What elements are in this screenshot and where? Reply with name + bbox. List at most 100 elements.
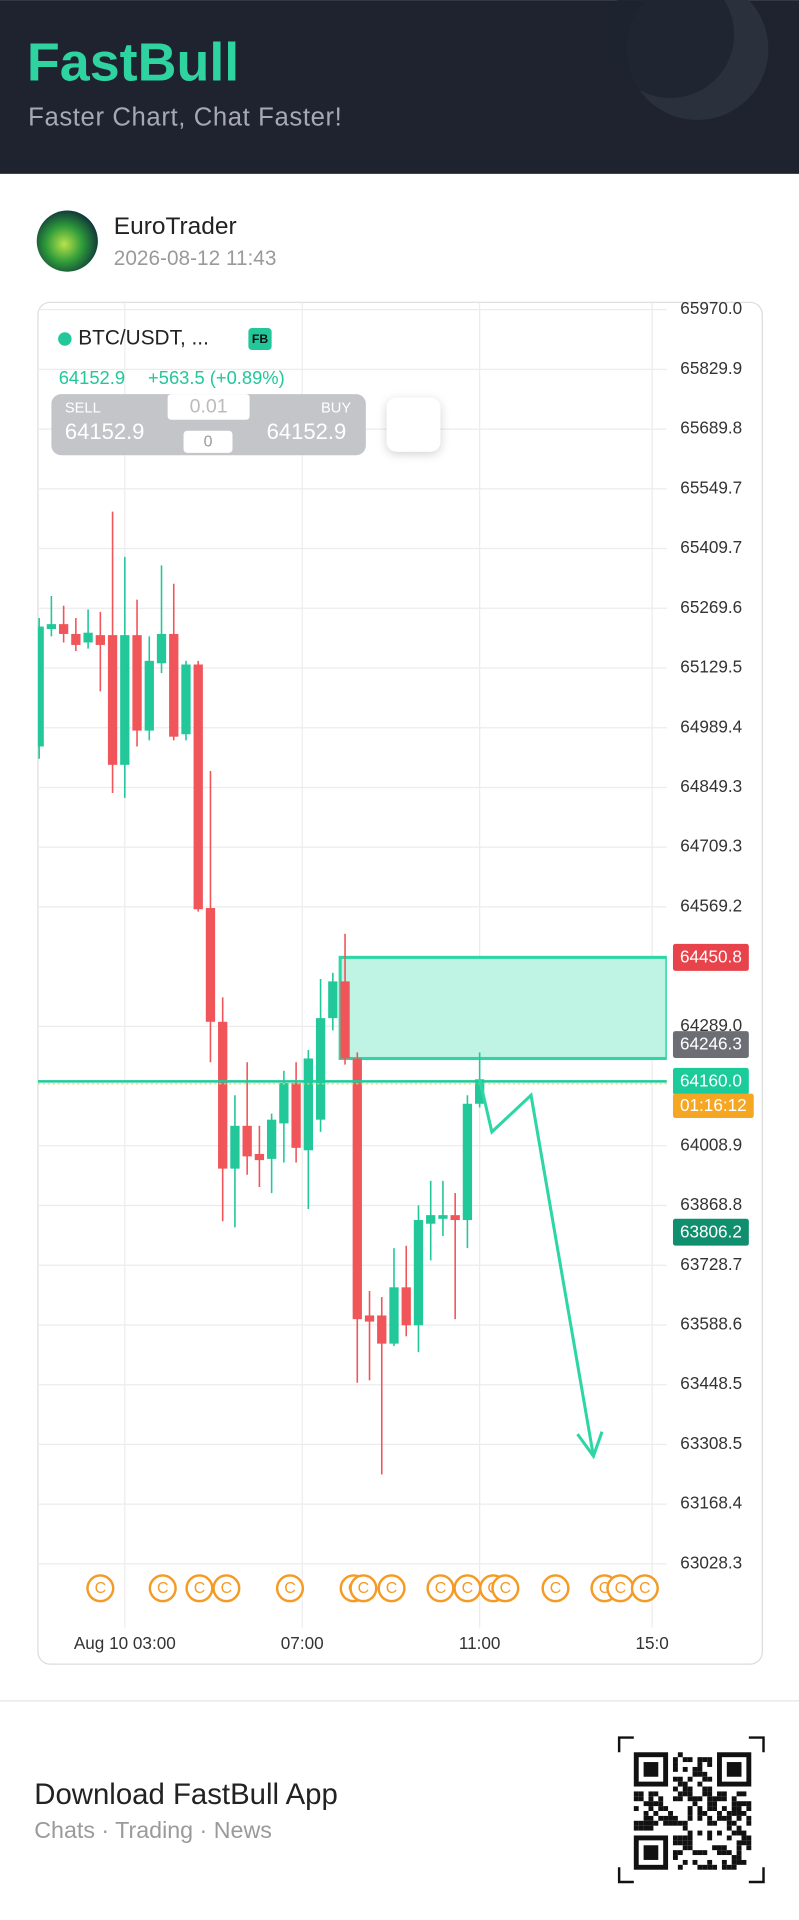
qr-module xyxy=(717,1815,722,1821)
candle-body xyxy=(315,1018,326,1120)
qr-module xyxy=(717,1850,722,1856)
qr-module xyxy=(643,1825,649,1831)
y-tick-label: 64709.3 xyxy=(680,836,742,856)
y-tick-label: 65829.9 xyxy=(680,358,742,378)
y-tick-label: 64569.2 xyxy=(680,895,742,915)
qr-module xyxy=(731,1806,737,1812)
buy-label[interactable]: BUY xyxy=(321,401,351,417)
event-marker xyxy=(349,1574,378,1603)
candle-body xyxy=(169,633,179,737)
countdown-bg xyxy=(672,1093,754,1119)
qr-module xyxy=(692,1771,698,1777)
qr-module xyxy=(721,1791,727,1797)
buy-price[interactable]: 64152.9 xyxy=(267,419,347,444)
qr-module xyxy=(682,1766,688,1772)
qr-finder xyxy=(726,1762,742,1777)
qr-module xyxy=(638,1791,644,1797)
quote-change: +563.5 (+0.89%) xyxy=(148,367,285,388)
grid xyxy=(37,302,667,1628)
qr-module xyxy=(672,1766,678,1772)
y-tick-label: 64849.3 xyxy=(680,776,742,796)
event-marker xyxy=(212,1574,241,1603)
qr-module xyxy=(658,1796,664,1802)
avatar[interactable] xyxy=(36,210,98,272)
qr-module xyxy=(672,1855,678,1860)
qr-module xyxy=(663,1815,669,1821)
symbol[interactable]: BTC/USDT, ... xyxy=(78,327,209,350)
qr-module xyxy=(712,1864,718,1870)
qr-module xyxy=(741,1791,747,1797)
event-marker xyxy=(377,1574,406,1603)
qr-module xyxy=(707,1815,713,1821)
qr-module xyxy=(746,1801,752,1807)
sell-price[interactable]: 64152.9 xyxy=(65,419,145,444)
tool-button[interactable] xyxy=(386,397,441,452)
qr-module xyxy=(677,1864,683,1870)
candle-body xyxy=(58,624,69,634)
qr-module xyxy=(682,1835,688,1841)
qr-module xyxy=(707,1796,713,1802)
qr-module xyxy=(707,1791,713,1797)
qr-module xyxy=(648,1806,654,1812)
qr-module xyxy=(663,1806,669,1812)
status-dot xyxy=(58,332,72,346)
qr-module xyxy=(697,1830,703,1836)
qr-module xyxy=(672,1776,678,1782)
qr-module xyxy=(731,1820,737,1826)
qty[interactable]: 0 xyxy=(204,434,213,451)
qr-module xyxy=(702,1850,708,1856)
qr-module xyxy=(731,1859,737,1865)
candle-body xyxy=(328,981,338,1019)
qr-module xyxy=(726,1835,732,1841)
qty-box[interactable] xyxy=(183,430,233,453)
candle-body xyxy=(401,1287,411,1326)
qr-module xyxy=(687,1845,693,1851)
qr-module xyxy=(741,1840,747,1846)
qr-module xyxy=(726,1811,732,1816)
qr-module xyxy=(717,1830,722,1836)
qr-module xyxy=(731,1796,737,1802)
qr-module xyxy=(717,1796,722,1802)
qr-module xyxy=(677,1781,683,1787)
price-tag xyxy=(672,1067,749,1095)
qr-finder xyxy=(643,1845,659,1860)
qr-module xyxy=(736,1845,742,1851)
qr-module xyxy=(731,1864,737,1870)
footer-title[interactable]: Download FastBull App xyxy=(34,1778,338,1811)
qr-module xyxy=(702,1786,708,1792)
qr-module xyxy=(658,1801,664,1807)
qr-module xyxy=(726,1825,732,1831)
qr-module xyxy=(736,1801,742,1807)
candle-body xyxy=(71,633,81,645)
qr-module xyxy=(736,1859,742,1865)
qr-module xyxy=(672,1820,678,1826)
qr-module xyxy=(653,1811,659,1816)
qr-module xyxy=(672,1786,678,1792)
qr-module xyxy=(643,1820,649,1826)
candle-body xyxy=(132,635,142,731)
qr-module xyxy=(653,1820,659,1826)
qr-module xyxy=(648,1825,654,1831)
y-tick-label: 65129.5 xyxy=(680,657,742,677)
qr-module xyxy=(677,1820,683,1826)
lot[interactable]: 0.01 xyxy=(190,396,228,418)
qr-code[interactable] xyxy=(617,1736,765,1884)
qr-module xyxy=(736,1815,742,1821)
qr-module xyxy=(707,1835,713,1841)
qr-module xyxy=(741,1835,747,1841)
candle-body xyxy=(242,1125,252,1157)
qr-module xyxy=(741,1801,747,1807)
qr-module xyxy=(736,1811,742,1816)
author[interactable]: EuroTrader xyxy=(114,213,237,240)
tagline: Faster Chart, Chat Faster! xyxy=(28,104,342,132)
qr-module xyxy=(697,1762,703,1767)
lot-box[interactable] xyxy=(167,394,250,420)
candle-body xyxy=(474,1079,485,1104)
candle-body xyxy=(303,1058,313,1151)
qr-module xyxy=(638,1796,644,1802)
qr-module xyxy=(682,1757,688,1763)
qr-module xyxy=(687,1815,693,1821)
sell-label[interactable]: SELL xyxy=(65,401,101,417)
qr-module xyxy=(712,1845,718,1851)
